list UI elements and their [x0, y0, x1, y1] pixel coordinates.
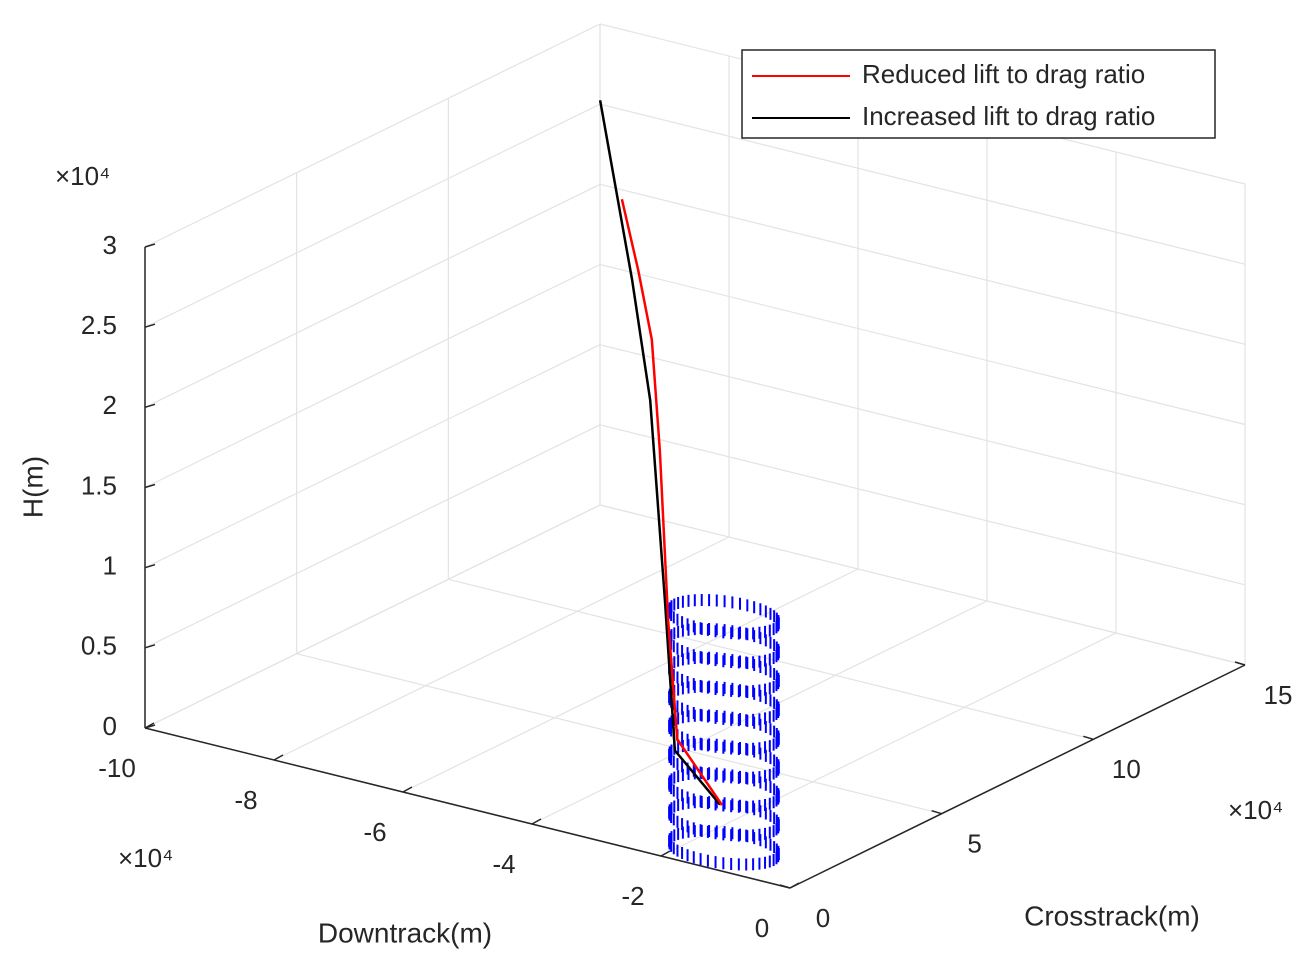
grid-line [599, 103, 1246, 265]
x-tick [402, 786, 413, 793]
plot-area [598, 100, 780, 871]
y-tick-label: 5 [967, 829, 981, 859]
grid-line [273, 536, 730, 761]
grid-line [531, 600, 988, 825]
z-tick-label: 2.5 [81, 310, 117, 340]
x-tick [144, 722, 155, 729]
grid-line [144, 424, 601, 649]
grid-line [660, 632, 1117, 857]
grid-line [599, 263, 1246, 426]
z-tick [144, 644, 156, 649]
grid-line [144, 183, 601, 408]
x-tick-label: -6 [363, 817, 386, 847]
legend: Reduced lift to drag ratio Increased lift… [741, 49, 1216, 139]
x-tick-label: -2 [621, 881, 644, 911]
z-tick-label: 0.5 [81, 631, 117, 661]
z-tick [144, 323, 156, 328]
grid-line [144, 344, 601, 569]
grid-line [599, 424, 1246, 586]
z-tick [144, 403, 156, 409]
grid-line [599, 183, 1246, 345]
trajectory [598, 100, 722, 806]
cylinder-ring [668, 593, 780, 640]
legend-box [741, 49, 1216, 139]
y-tick [931, 809, 942, 815]
grid-line [599, 504, 1246, 666]
legend-label: Increased lift to drag ratio [862, 101, 1155, 131]
x-tick-label: -8 [234, 785, 257, 815]
trajectory [620, 198, 724, 806]
z-axis-title: H(m) [17, 456, 48, 518]
y-tick-label: 10 [1112, 754, 1141, 784]
x-axis-title: Downtrack(m) [318, 917, 492, 948]
z-tick [144, 563, 156, 569]
z-tick-label: 0 [103, 711, 117, 741]
y-tick [779, 884, 791, 889]
grid-line [144, 504, 601, 729]
grid-line [599, 344, 1246, 506]
grid-line [296, 653, 942, 815]
z-exponent: ×10⁴ [55, 161, 110, 191]
y-axis-line [789, 664, 1246, 889]
z-tick-label: 3 [103, 230, 117, 260]
grid-line [144, 103, 601, 328]
x-axis-line [144, 727, 791, 889]
x-tick [660, 850, 671, 857]
x-tick-label: 0 [755, 913, 769, 943]
y-tick-label: 15 [1264, 680, 1293, 710]
z-tick-label: 2 [103, 390, 117, 420]
grid-line [402, 568, 859, 793]
z-tick-label: 1 [103, 551, 117, 581]
x-tick [789, 882, 800, 889]
grid-line [144, 23, 601, 248]
x-exponent: ×10⁴ [118, 843, 173, 873]
y-tick [1234, 661, 1246, 666]
x-tick [531, 818, 542, 825]
legend-label: Reduced lift to drag ratio [862, 59, 1145, 89]
y-tick [1083, 735, 1094, 741]
z-tick [144, 243, 156, 248]
x-tick-label: -4 [492, 849, 515, 879]
grid-line [144, 263, 601, 489]
y-exponent: ×10⁴ [1228, 795, 1283, 825]
grid: 0 0.5 1 1.5 2 2.5 3 -10 -8 -6 -4 -2 0 0 5 10 15 [81, 23, 1293, 943]
y-tick-label: 0 [816, 903, 830, 933]
y-axis-title: Crosstrack(m) [1024, 900, 1200, 931]
z-tick [144, 483, 156, 489]
x-tick [273, 754, 284, 761]
grid-line [448, 578, 1094, 740]
z-tick-label: 1.5 [81, 470, 117, 500]
x-tick-label: -10 [98, 753, 136, 783]
